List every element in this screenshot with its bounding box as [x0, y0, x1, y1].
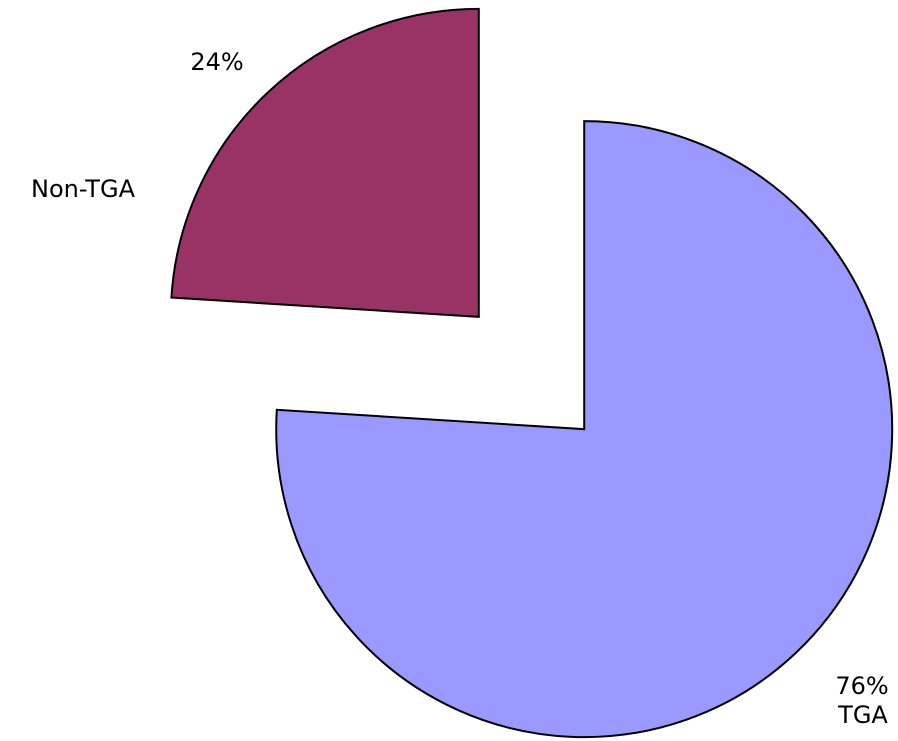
pie-slice: [275, 120, 894, 739]
data-label: 24%: [190, 48, 243, 76]
pie-slice: [170, 7, 480, 318]
category-label: Non-TGA: [31, 175, 136, 203]
data-label: 76%: [835, 672, 888, 700]
category-label: TGA: [837, 701, 888, 729]
